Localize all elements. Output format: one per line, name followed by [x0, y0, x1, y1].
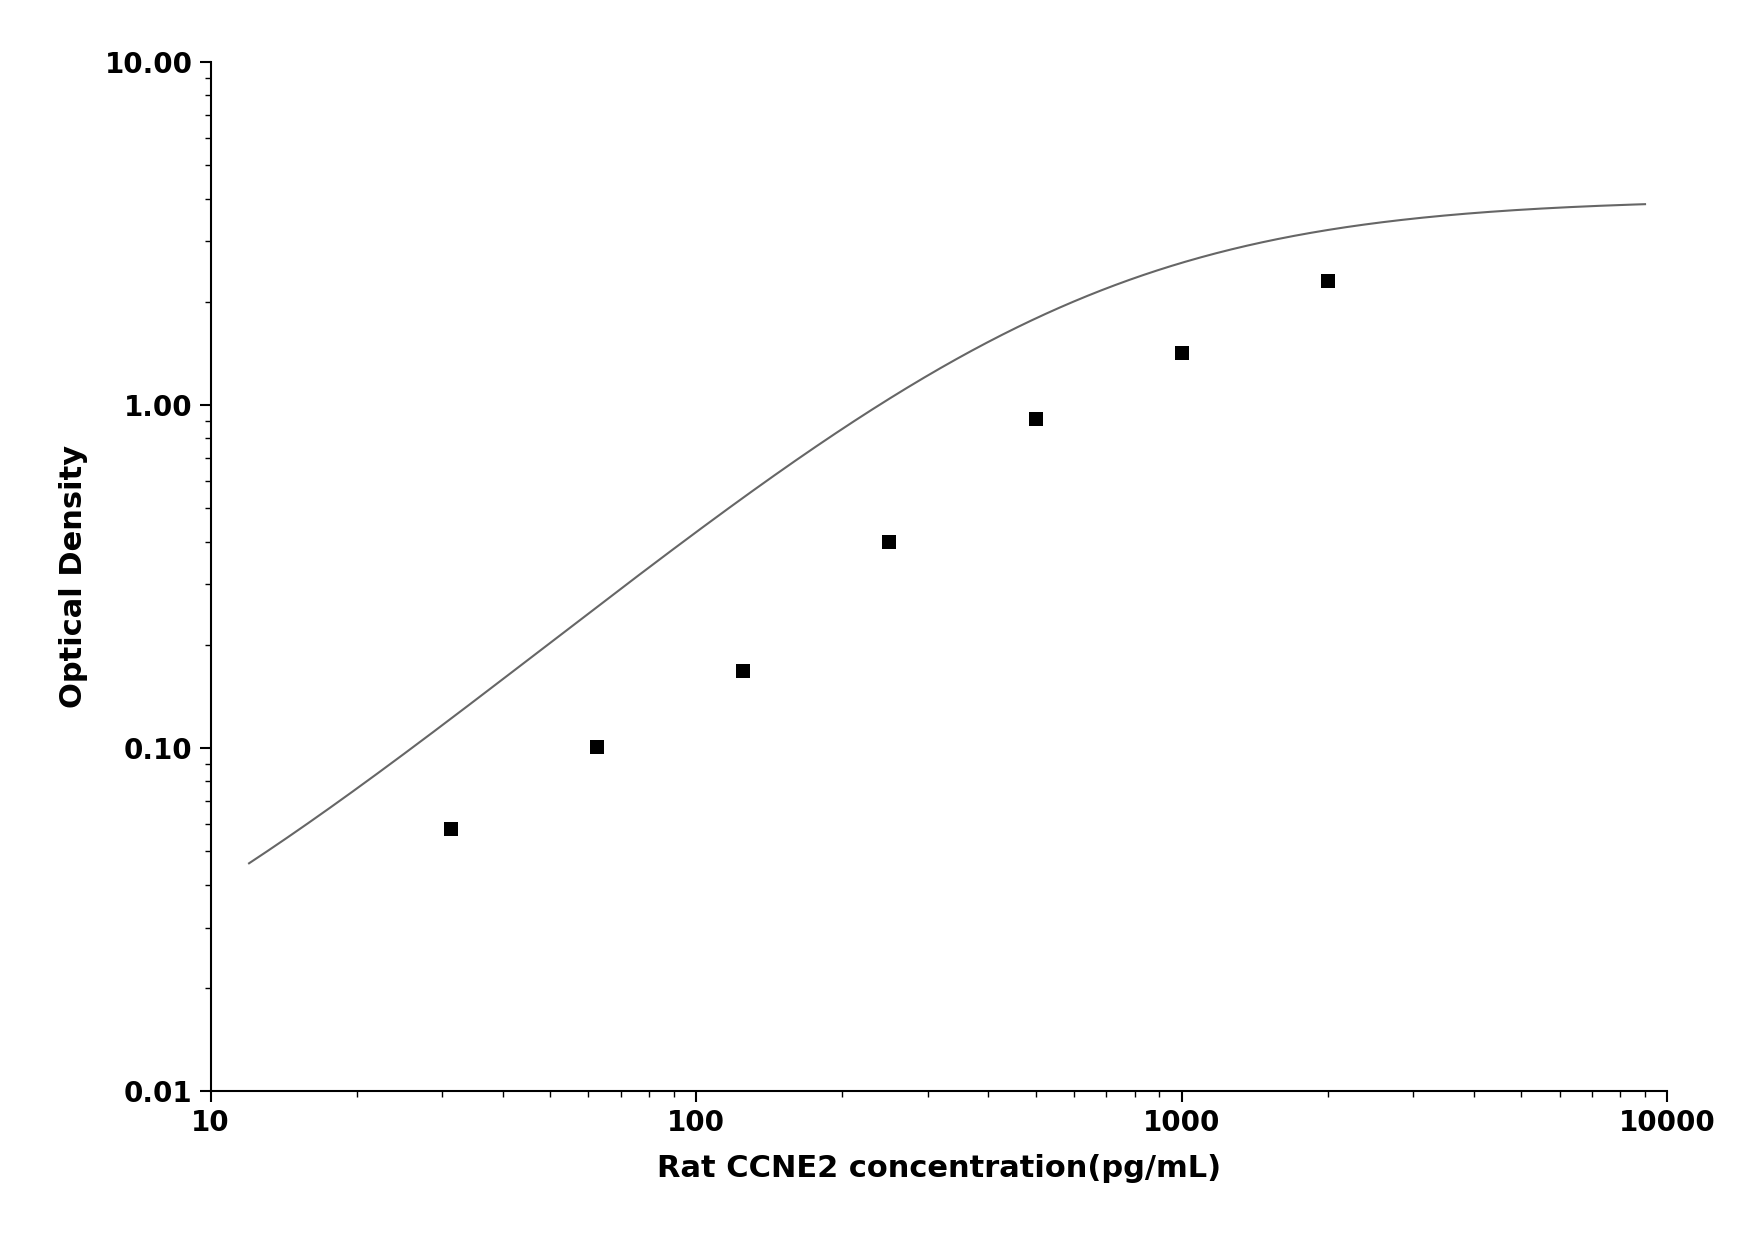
Point	[1167, 343, 1195, 363]
Point	[437, 820, 465, 839]
Point	[583, 737, 611, 756]
Y-axis label: Optical Density: Optical Density	[60, 445, 88, 708]
Point	[876, 532, 904, 552]
X-axis label: Rat CCNE2 concentration(pg/mL): Rat CCNE2 concentration(pg/mL)	[656, 1154, 1221, 1183]
Point	[1314, 272, 1343, 291]
Point	[1021, 409, 1049, 429]
Point	[728, 661, 756, 681]
